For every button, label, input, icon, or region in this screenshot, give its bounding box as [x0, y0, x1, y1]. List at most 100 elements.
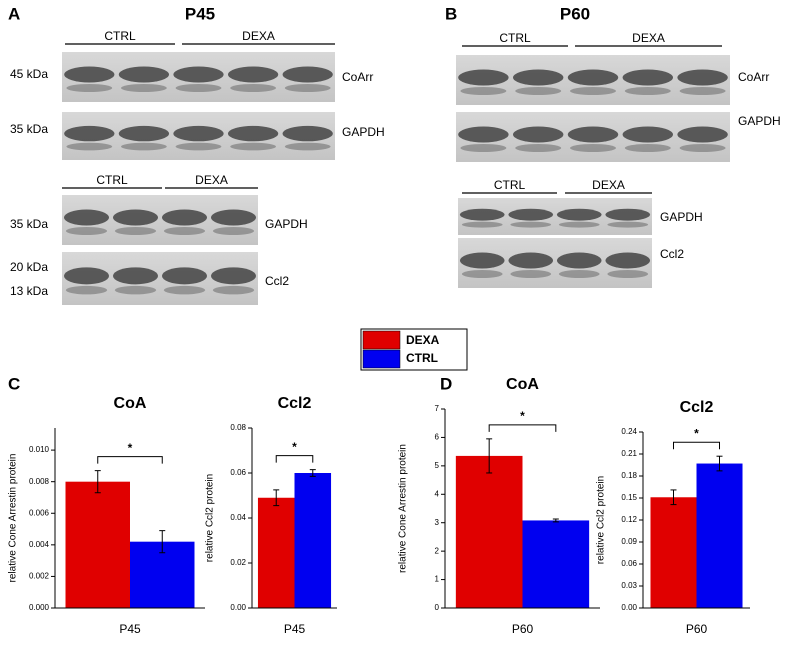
y-tick-label: 0.04 [230, 513, 246, 522]
blot-band [459, 252, 505, 269]
panel-label: D [440, 374, 452, 393]
y-tick-label: 0 [435, 603, 440, 612]
blot-band [163, 285, 206, 295]
protein-label: CoArr [342, 70, 373, 84]
protein-label: GAPDH [265, 217, 308, 231]
y-tick-label: 0.006 [29, 508, 50, 517]
blot-band [510, 221, 552, 228]
blot-band [508, 208, 554, 221]
bar [65, 481, 130, 608]
significance-bracket [97, 456, 163, 464]
significance-star: * [694, 426, 699, 440]
blot-band [677, 69, 728, 86]
blot-band [461, 270, 503, 278]
group-header: CTRL [499, 31, 531, 45]
mw-label: 35 kDa [10, 217, 48, 231]
panel-label: A [8, 4, 20, 23]
blot-band [66, 142, 113, 151]
legend-label: CTRL [406, 351, 438, 365]
y-tick-label: 2 [435, 546, 440, 555]
significance-star: * [128, 441, 133, 455]
y-tick-label: 4 [435, 489, 440, 498]
blot-band [173, 125, 224, 142]
blot-band [210, 209, 257, 226]
bar [522, 520, 590, 608]
significance-star: * [292, 440, 297, 454]
blot-band [65, 285, 108, 295]
blot-band [64, 66, 115, 83]
blot-band [64, 125, 115, 142]
y-tick-label: 0.18 [621, 471, 637, 480]
y-axis-label: relative Ccl2 protein [596, 476, 607, 564]
blot-band [512, 69, 564, 86]
bar [696, 463, 743, 608]
mw-label: 20 kDa [10, 260, 48, 274]
blot-band [458, 126, 509, 143]
protein-label: GAPDH [342, 125, 385, 139]
axes [54, 428, 205, 609]
blot-band [567, 69, 619, 86]
y-tick-label: 0.12 [621, 515, 637, 524]
blot-band [569, 87, 617, 95]
y-tick-label: 0.24 [621, 427, 637, 436]
axes [251, 428, 337, 609]
panel-label: B [445, 4, 457, 23]
legend-swatch [362, 330, 401, 350]
blot-band [112, 267, 159, 285]
blot-band [556, 208, 602, 221]
protein-label: Ccl2 [265, 274, 289, 288]
blot-band [460, 87, 507, 95]
blot-band [282, 66, 333, 83]
blot-title: P45 [185, 4, 215, 23]
blot-band [458, 69, 509, 86]
blot-band [112, 209, 159, 226]
blot-band [114, 227, 157, 235]
blot-band [212, 285, 255, 295]
group-header: DEXA [242, 29, 275, 43]
blot-band [512, 126, 564, 143]
protein-label: GAPDH [660, 210, 703, 224]
blot-band [175, 142, 222, 151]
blot-band [66, 84, 113, 92]
blot-band [677, 126, 728, 143]
group-header: CTRL [96, 173, 128, 187]
chart-title: Ccl2 [278, 395, 312, 412]
y-tick-label: 6 [435, 433, 440, 442]
blot-band [230, 142, 277, 151]
blot-band [227, 125, 279, 142]
blot-band [63, 267, 110, 285]
protein-label: GAPDH [738, 114, 781, 128]
y-axis-label: relative Cone Arrestin protein [398, 444, 409, 573]
blot-band [515, 144, 562, 152]
blot-band [114, 285, 157, 295]
blot-band [558, 221, 600, 228]
mw-label: 45 kDa [10, 67, 48, 81]
y-tick-label: 0.010 [29, 445, 50, 454]
y-tick-label: 0.08 [230, 423, 246, 432]
y-tick-label: 0.00 [230, 603, 246, 612]
x-tick-label: P60 [512, 622, 534, 636]
blot-band [65, 227, 108, 235]
y-axis-label: relative Cone Arrestin protein [8, 454, 19, 583]
blot-band [175, 84, 222, 92]
blot-band [284, 142, 331, 151]
blot-band [679, 144, 726, 152]
significance-star: * [520, 409, 525, 423]
bar [257, 497, 295, 608]
x-tick-label: P60 [686, 622, 708, 636]
blot-band [679, 87, 726, 95]
y-axis-label: relative Ccl2 protein [205, 474, 216, 562]
blot-band [282, 125, 333, 142]
y-tick-label: 0.00 [621, 603, 637, 612]
significance-bracket [672, 441, 721, 450]
y-tick-label: 0.000 [29, 603, 50, 612]
y-tick-label: 0.02 [230, 558, 246, 567]
blot-band [161, 209, 208, 226]
axes [444, 409, 600, 609]
group-header: CTRL [494, 178, 526, 192]
group-header: DEXA [195, 173, 228, 187]
blot-band [624, 144, 671, 152]
blot-band [120, 84, 167, 92]
